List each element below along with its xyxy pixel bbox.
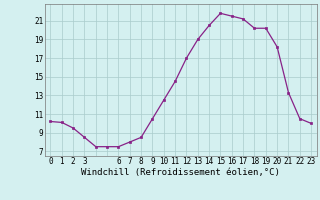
X-axis label: Windchill (Refroidissement éolien,°C): Windchill (Refroidissement éolien,°C) bbox=[81, 168, 280, 177]
